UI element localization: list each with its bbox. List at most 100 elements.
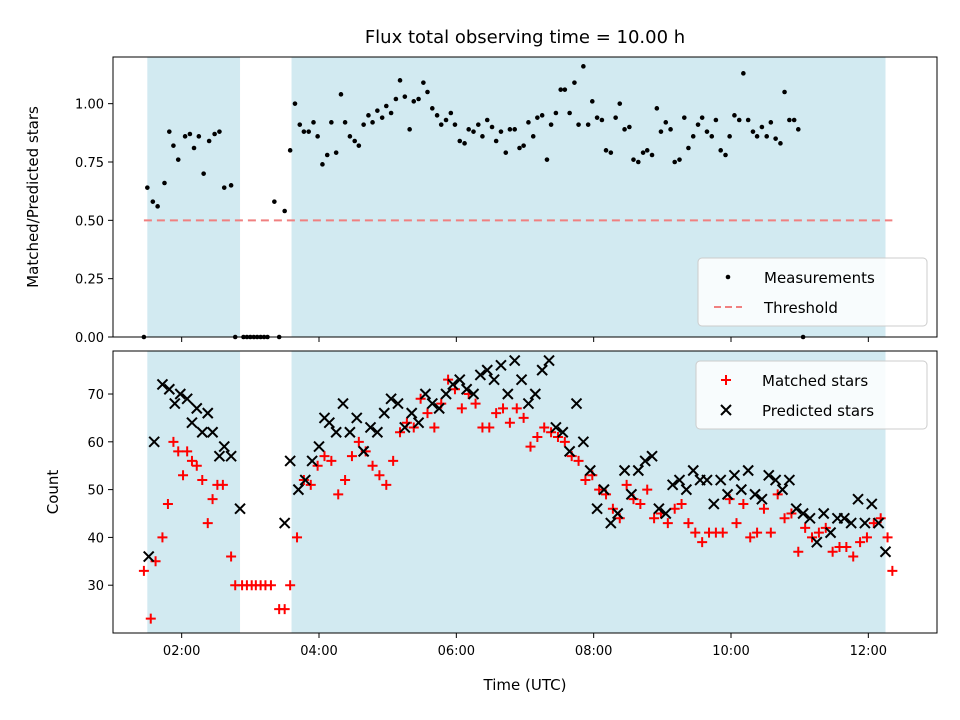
predicted-point — [591, 503, 603, 515]
ratio-panel: 0.00 0.25 0.50 0.75 1.00 Matched/Predicted s… — [24, 56, 938, 346]
y-tick-label: 50 — [87, 484, 104, 499]
predicted-point — [790, 503, 802, 515]
matched-point — [635, 498, 646, 509]
measurement-point — [411, 99, 417, 104]
y-tick-label: 30 — [87, 579, 104, 594]
matched-point — [793, 546, 804, 557]
measurement-point — [576, 122, 581, 127]
predicted-point — [872, 517, 885, 529]
matched-point — [340, 475, 351, 486]
predicted-point — [378, 407, 390, 419]
measurement-point — [636, 159, 641, 165]
predicted-point — [454, 373, 466, 386]
measurement-point — [407, 127, 412, 132]
predicted-point — [488, 373, 500, 386]
predicted-point — [385, 393, 397, 405]
y-tick-label: 70 — [87, 388, 104, 403]
predicted-point — [202, 407, 214, 419]
measurement-point — [162, 180, 167, 186]
predicted-point — [191, 402, 203, 415]
measurement-point — [759, 124, 765, 130]
matched-point — [173, 446, 184, 457]
predicted-point — [364, 421, 377, 434]
predicted-point — [763, 469, 775, 481]
matched-point — [779, 513, 790, 524]
predicted-point — [357, 445, 370, 458]
measurement-point — [438, 122, 444, 127]
measurement-point — [402, 94, 408, 99]
predicted-point — [769, 474, 782, 486]
ratio-axes-frame — [112, 56, 938, 338]
predicted-point — [156, 378, 169, 391]
measurement-point — [668, 127, 673, 132]
predicted-point — [467, 388, 480, 400]
measurement-point — [622, 127, 627, 132]
x-tick-label: 12:00 — [850, 644, 887, 659]
predicted-point — [502, 388, 514, 400]
predicted-point — [299, 474, 311, 486]
predicted-point — [181, 393, 193, 405]
measurement-point — [206, 138, 212, 144]
predicted-point — [673, 474, 686, 486]
matched-point — [752, 527, 763, 538]
measurement-point — [212, 131, 217, 137]
predicted-point — [481, 364, 493, 376]
predicted-point — [344, 426, 356, 438]
measurement-point — [608, 150, 614, 155]
measurement-point — [217, 129, 222, 134]
ratio-y-axis-label: Matched/Predicted stars — [24, 106, 42, 288]
measurement-point — [507, 127, 513, 132]
predicted-point — [337, 397, 349, 410]
measurement-point — [682, 115, 687, 120]
matched-point — [202, 518, 213, 529]
measurement-point — [599, 117, 605, 123]
matched-point — [470, 398, 481, 409]
predicted-point — [313, 440, 325, 453]
matched-point — [138, 565, 149, 576]
legend-label: Threshold — [763, 299, 838, 317]
measurement-point — [640, 150, 646, 155]
measurement-point — [631, 157, 636, 162]
ratio-legend: Measurements Threshold — [697, 257, 928, 327]
matched-point — [765, 527, 776, 538]
predicted-point — [639, 455, 651, 467]
y-tick-label: 60 — [87, 436, 104, 451]
matched-point — [374, 470, 385, 481]
legend-label: Predicted stars — [762, 402, 874, 420]
measurement-point — [603, 148, 609, 153]
measurement-point — [329, 120, 334, 125]
predicted-point — [330, 426, 342, 438]
matched-point — [882, 532, 893, 543]
measurement-point — [795, 127, 801, 132]
measurement-point — [778, 141, 783, 146]
measurement-point — [713, 117, 719, 123]
measurement-point — [388, 110, 394, 116]
matched-point — [841, 541, 852, 552]
measurement-point — [221, 185, 227, 190]
predicted-point — [653, 503, 665, 515]
measurement-point — [187, 131, 193, 137]
matched-point — [511, 403, 522, 414]
matched-point — [456, 403, 467, 414]
measurement-point — [695, 122, 701, 127]
predicted-point — [687, 464, 699, 477]
measurement-point — [311, 120, 316, 125]
measurement-point — [416, 96, 421, 102]
matched-point — [388, 455, 399, 466]
measurement-point — [782, 89, 787, 95]
matched-point — [539, 422, 550, 433]
predicted-point — [474, 369, 487, 381]
measurement-point — [517, 145, 522, 151]
matched-point — [326, 455, 337, 466]
predicted-point — [169, 397, 181, 410]
matched-point — [197, 475, 208, 486]
measurement-point — [145, 185, 150, 190]
measurement-point — [471, 129, 476, 134]
measurement-point — [370, 120, 375, 125]
predicted-point — [371, 426, 384, 438]
x-tick-label: 04:00 — [300, 644, 337, 659]
matched-point — [813, 527, 824, 538]
matched-point — [518, 412, 529, 423]
measurement-point — [448, 110, 454, 116]
predicted-point — [646, 450, 658, 462]
